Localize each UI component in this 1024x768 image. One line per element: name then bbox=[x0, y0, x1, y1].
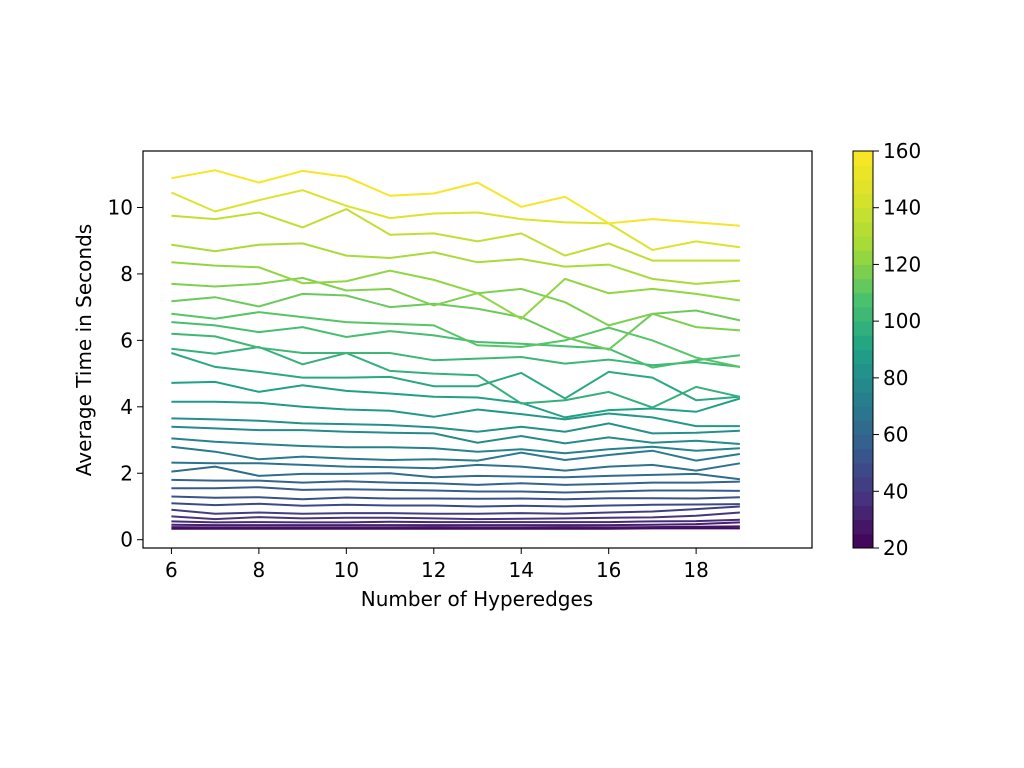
x-tick-label: 8 bbox=[253, 558, 266, 582]
colorbar-band bbox=[853, 335, 873, 350]
series-line-2 bbox=[171, 525, 740, 529]
colorbar-tick-label: 80 bbox=[883, 366, 908, 390]
colorbar-band bbox=[853, 165, 873, 180]
colorbar-band bbox=[853, 193, 873, 209]
y-tick-label: 4 bbox=[120, 395, 133, 419]
series-line-13 bbox=[171, 445, 741, 462]
colorbar-frame bbox=[852, 150, 874, 549]
x-axis-ticks: 6 8 10 12 14 16 18 bbox=[165, 548, 709, 582]
colorbar-tick-label: 120 bbox=[883, 252, 921, 276]
colorbar-band bbox=[853, 306, 873, 322]
x-tick-label: 16 bbox=[596, 558, 621, 582]
series-line-18 bbox=[171, 380, 741, 419]
series-line-12 bbox=[171, 461, 741, 472]
colorbar-tick-label: 160 bbox=[883, 139, 921, 163]
colorbar-band bbox=[853, 420, 873, 436]
x-tick-label: 18 bbox=[683, 558, 708, 582]
colorbar-band bbox=[853, 363, 873, 379]
series-line-6 bbox=[171, 505, 740, 515]
x-tick-label: 6 bbox=[165, 558, 178, 582]
colorbar-ticks: 20 40 60 80 100 120 140 160 bbox=[873, 139, 921, 560]
series-line-28 bbox=[171, 207, 740, 262]
x-tick-label: 10 bbox=[334, 558, 359, 582]
x-tick-label: 14 bbox=[508, 558, 533, 582]
series-line-30 bbox=[171, 169, 740, 227]
series-line-20 bbox=[171, 345, 741, 409]
colorbar-bands bbox=[853, 151, 873, 549]
y-tick-label: 6 bbox=[120, 328, 133, 352]
colorbar-band bbox=[853, 321, 873, 336]
colorbar-band bbox=[853, 292, 873, 308]
series-line-22 bbox=[171, 321, 741, 369]
series-line-14 bbox=[171, 437, 740, 455]
y-axis-ticks: 0 2 4 6 8 10 bbox=[108, 195, 143, 552]
series-line-23 bbox=[171, 311, 741, 368]
x-tick-label: 12 bbox=[421, 558, 446, 582]
x-axis-label: Number of Hyperedges bbox=[361, 587, 593, 611]
series-line-8 bbox=[171, 495, 740, 501]
colorbar-band bbox=[853, 377, 873, 393]
series-line-17 bbox=[171, 400, 740, 428]
y-axis-label: Average Time in Seconds bbox=[72, 224, 96, 476]
y-tick-label: 0 bbox=[120, 528, 133, 552]
y-tick-label: 8 bbox=[120, 262, 133, 286]
plot-area: 6 8 10 12 14 16 18 0 2 4 6 8 10 bbox=[108, 150, 813, 582]
y-tick-label: 2 bbox=[120, 461, 133, 485]
series-lines bbox=[171, 169, 741, 530]
colorbar-band bbox=[853, 434, 873, 450]
colorbar-band bbox=[853, 505, 873, 521]
series-line-27 bbox=[171, 242, 740, 285]
series-line-19 bbox=[171, 352, 740, 402]
series-line-25 bbox=[171, 276, 740, 332]
colorbar-band bbox=[853, 349, 873, 365]
colorbar-band bbox=[853, 207, 873, 223]
colorbar-band bbox=[853, 250, 873, 265]
colorbar-band bbox=[853, 519, 873, 535]
series-line-4 bbox=[171, 518, 740, 524]
series-line-5 bbox=[171, 511, 740, 521]
colorbar-band bbox=[853, 392, 873, 407]
series-line-9 bbox=[171, 486, 740, 494]
colorbar-tick-label: 20 bbox=[883, 536, 908, 560]
colorbar-tick-label: 60 bbox=[883, 423, 908, 447]
colorbar-band bbox=[853, 179, 873, 195]
colorbar-band bbox=[853, 406, 873, 421]
series-line-26 bbox=[171, 261, 741, 321]
y-tick-label: 10 bbox=[108, 195, 133, 219]
colorbar-band bbox=[853, 151, 873, 166]
colorbar-band bbox=[853, 236, 873, 251]
series-line-7 bbox=[171, 502, 740, 508]
colorbar-band bbox=[853, 448, 873, 464]
series-line-3 bbox=[171, 521, 740, 527]
colorbar-band bbox=[853, 278, 873, 294]
colorbar-band bbox=[853, 477, 873, 492]
colorbar-band bbox=[853, 491, 873, 506]
colorbar-band bbox=[853, 264, 873, 280]
series-line-15 bbox=[171, 425, 740, 445]
colorbar-tick-label: 140 bbox=[883, 196, 921, 220]
axes-frame bbox=[142, 150, 813, 549]
series-line-11 bbox=[171, 465, 741, 481]
series-line-10 bbox=[171, 478, 740, 486]
colorbar-tick-label: 100 bbox=[883, 309, 921, 333]
colorbar: 20 40 60 80 100 120 140 160 bbox=[852, 139, 921, 560]
colorbar-band bbox=[853, 462, 873, 478]
series-line-29 bbox=[171, 189, 741, 252]
colorbar-band bbox=[853, 533, 873, 549]
series-line-24 bbox=[171, 292, 741, 351]
colorbar-band bbox=[853, 221, 873, 237]
series-line-16 bbox=[171, 417, 740, 435]
colorbar-tick-label: 40 bbox=[883, 479, 908, 503]
